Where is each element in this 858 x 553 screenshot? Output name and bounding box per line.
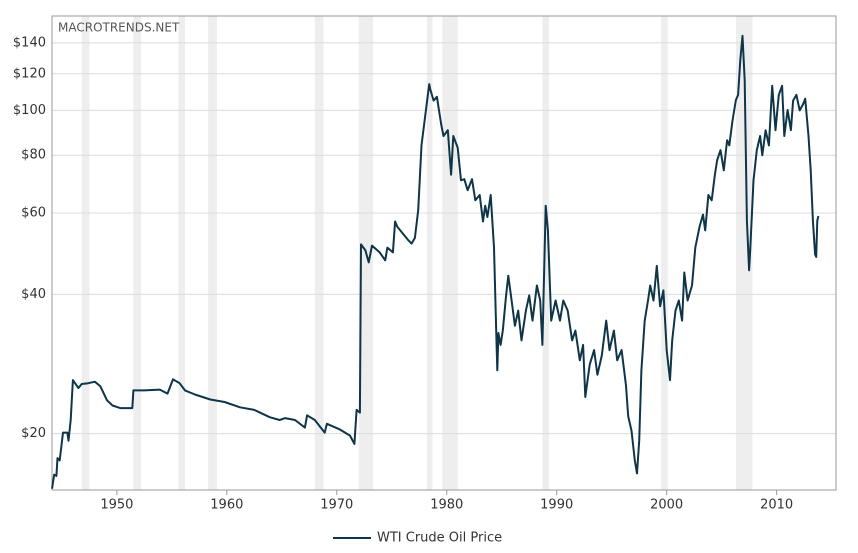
shaded-period	[661, 16, 668, 490]
y-tick-label: $40	[21, 287, 46, 302]
x-tick-label: 1990	[540, 498, 573, 513]
shaded-period	[133, 16, 142, 490]
x-tick-label: 1960	[210, 498, 243, 513]
plot-frame	[51, 15, 837, 491]
price-line	[51, 34, 820, 489]
shaded-period	[208, 16, 217, 490]
y-tick-label: $120	[13, 66, 46, 81]
x-tick-label: 2010	[760, 498, 793, 513]
shaded-period	[426, 16, 433, 490]
shaded-period	[178, 16, 186, 490]
y-tick-label: $20	[21, 426, 46, 441]
shaded-period	[442, 16, 458, 490]
x-tick-label: 1980	[430, 498, 463, 513]
shaded-period	[314, 16, 324, 490]
y-tick-label: $100	[13, 103, 46, 118]
shaded-period	[542, 16, 550, 490]
y-tick-label: $140	[13, 35, 46, 50]
x-tick-label: 2000	[650, 498, 683, 513]
x-tick-label: 1950	[100, 498, 133, 513]
y-tick-label: $60	[21, 205, 46, 220]
legend-label: WTI Crude Oil Price	[377, 531, 502, 546]
shaded-period	[735, 16, 753, 490]
x-tick-label: 1970	[320, 498, 353, 513]
watermark: MACROTRENDS.NET	[58, 21, 180, 35]
shaded-period	[81, 16, 90, 490]
y-tick-label: $80	[21, 148, 46, 163]
